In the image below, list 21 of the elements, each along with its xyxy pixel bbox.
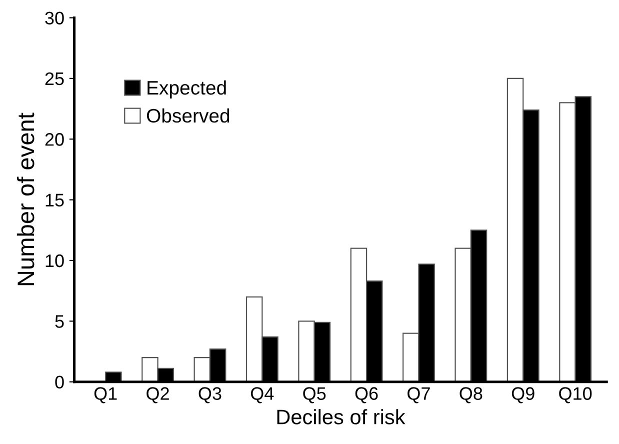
x-tick-label: Q2 [146, 387, 169, 404]
y-tick-label: 5 [55, 315, 64, 328]
y-tick-label: 15 [46, 194, 64, 207]
x-tick-label: Q6 [355, 387, 378, 404]
x-tick-label: Q5 [303, 387, 326, 404]
legend-label: Observed [146, 108, 230, 123]
y-tick-label: 25 [45, 72, 64, 86]
x-tick-label: Q1 [94, 387, 117, 404]
legend-label: Expected [148, 80, 226, 99]
x-tick-label: Q4 [250, 387, 274, 404]
x-axis-title: Deciles of risk [277, 409, 406, 424]
x-tick-label: Q7 [408, 387, 430, 404]
y-tick-label: 10 [46, 254, 64, 268]
x-tick-label: Q9 [512, 387, 534, 404]
y-axis-title: Number of event [16, 112, 34, 286]
x-tick-label: Q10 [559, 387, 592, 404]
y-tick-label: 20 [45, 133, 64, 146]
y-tick-label: 0 [55, 376, 64, 389]
x-tick-label: Q3 [198, 387, 222, 404]
x-tick-label: Q8 [460, 387, 482, 404]
y-tick-label: 30 [45, 12, 64, 24]
